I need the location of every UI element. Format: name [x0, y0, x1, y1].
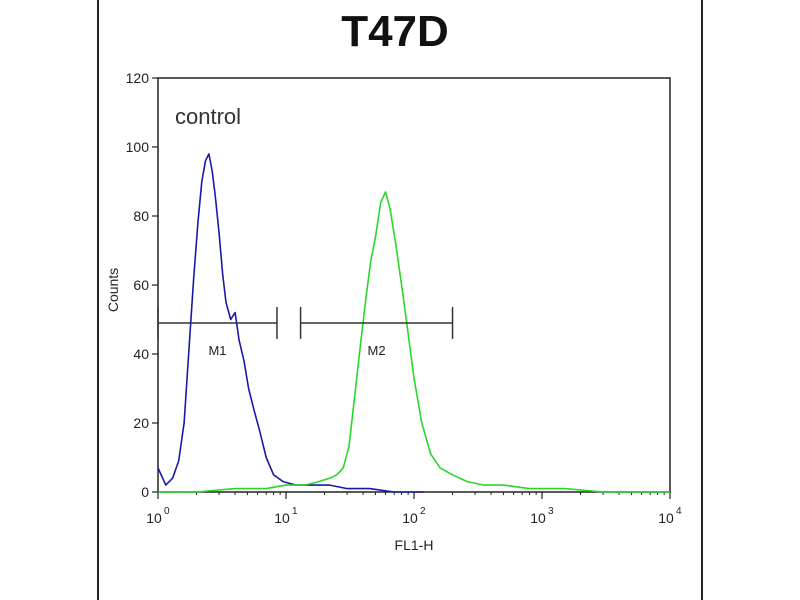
chart-frame	[97, 0, 703, 600]
control-annotation: control	[175, 104, 241, 129]
x-tick-exponent: 4	[676, 506, 682, 517]
y-tick-label: 20	[133, 415, 149, 431]
y-tick-label: 40	[133, 346, 149, 362]
y-tick-label: 60	[133, 277, 149, 293]
x-axis-label: FL1-H	[395, 537, 434, 553]
x-tick-exponent: 0	[164, 506, 170, 517]
x-tick-exponent: 2	[420, 506, 426, 517]
series-line-2	[158, 191, 670, 493]
y-tick-label: 100	[126, 139, 150, 155]
x-tick-exponent: 1	[292, 506, 298, 517]
y-tick-label: 80	[133, 208, 149, 224]
marker-label: M2	[368, 343, 386, 358]
y-axis-label: Counts	[105, 268, 121, 312]
marker-label: M1	[208, 343, 226, 358]
y-tick-label: 0	[141, 484, 149, 500]
plot-area-frame	[157, 77, 671, 493]
x-tick-label: 10	[274, 510, 290, 526]
x-tick-exponent: 3	[548, 506, 554, 517]
y-axis-ticks: 0 20 40 60 80 100 120	[126, 70, 158, 500]
x-tick-label: 10	[146, 510, 162, 526]
marker-layer: M1 M2	[157, 306, 454, 358]
series-layer	[157, 153, 670, 493]
y-tick-label: 120	[126, 70, 150, 86]
chart-title: T47D	[341, 7, 449, 56]
x-tick-label: 10	[530, 510, 546, 526]
x-tick-label: 10	[402, 510, 418, 526]
x-axis-ticks: 10 0 10 1 10 2 10 3 10 4	[146, 492, 682, 526]
x-tick-label: 10	[658, 510, 674, 526]
